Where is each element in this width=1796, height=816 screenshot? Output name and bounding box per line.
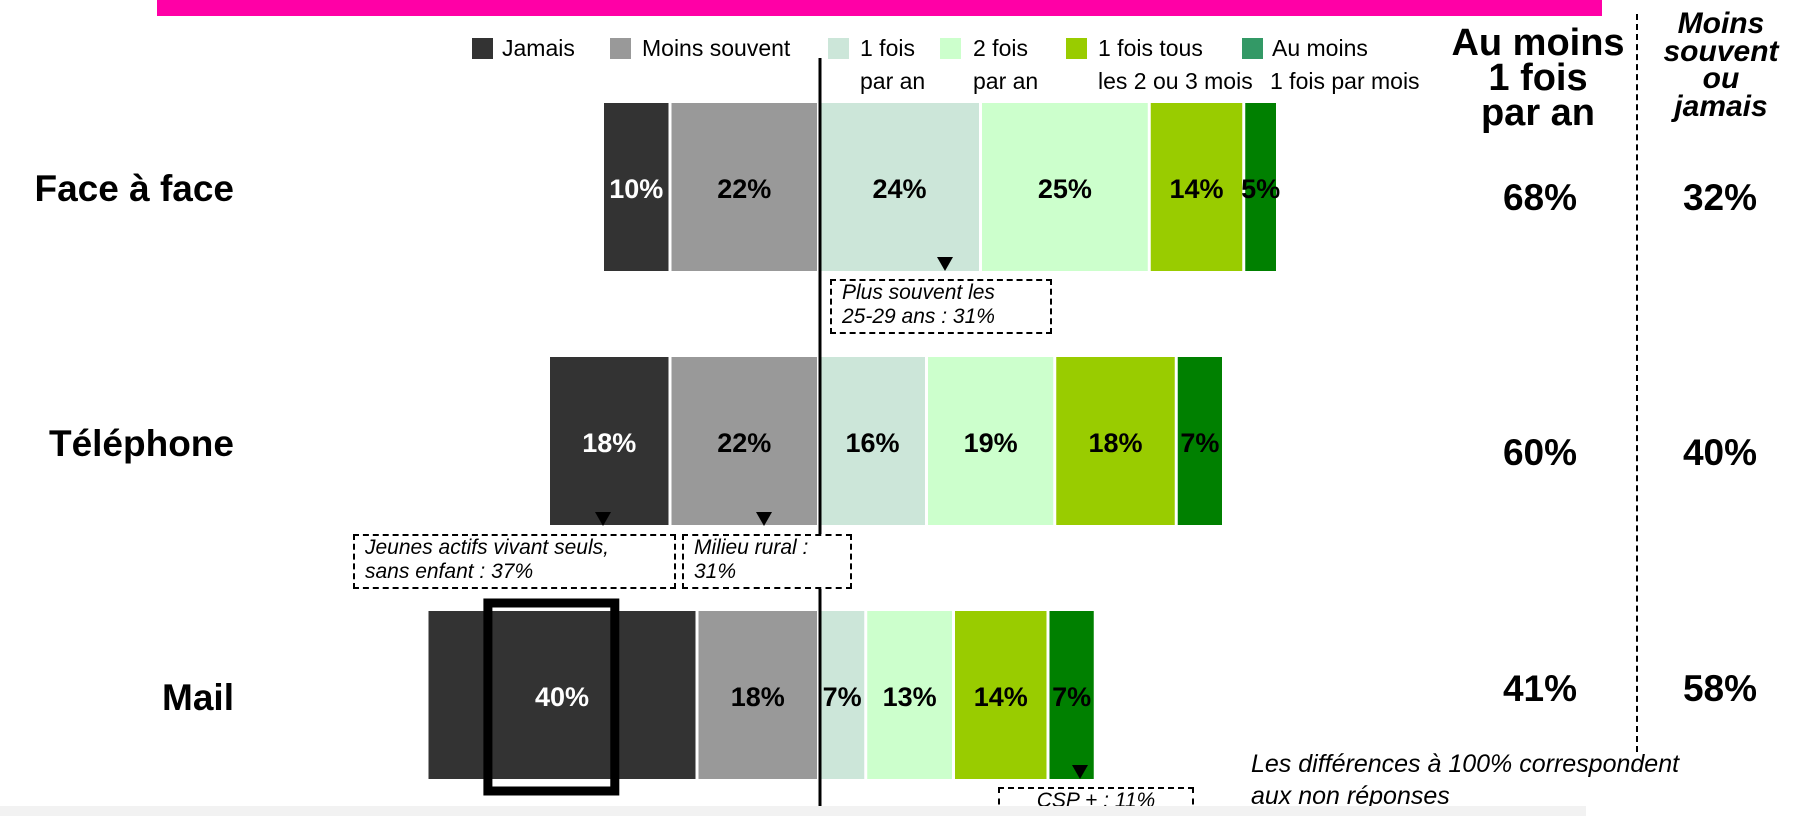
title-banner	[157, 0, 1602, 16]
summary-less-often-mail: 58%	[1682, 668, 1758, 709]
data-label-mail-moins-souvent: 18%	[731, 682, 785, 712]
data-label-mail-jamais: 40%	[535, 682, 589, 712]
data-label-face-a-face-1-fois-tous-les-2-ou-3-mois: 14%	[1169, 174, 1223, 204]
data-label-face-a-face-moins-souvent: 22%	[717, 174, 771, 204]
column-header-at-least-once-a-year: Au moins 1 fois par an	[1451, 22, 1625, 134]
column-header-less-often-or-never: Moins souvent ou jamais	[1663, 7, 1779, 123]
legend-swatch-au-moins-1-fois-par-mois	[1242, 38, 1263, 59]
bar-telephone-1-fois-par-an	[820, 357, 925, 525]
bar-mail-jamais	[428, 611, 696, 779]
annotation-face-a-face: Plus souvent les 25-29 ans : 31%	[830, 279, 1052, 334]
data-label-face-a-face-2-fois-par-an: 25%	[1038, 174, 1092, 204]
bar-telephone-2-fois-par-an	[928, 357, 1054, 525]
highlight-box	[483, 598, 620, 796]
bar-face-a-face-1-fois-par-an	[820, 103, 979, 271]
summary-less-often-telephone: 40%	[1682, 432, 1758, 473]
data-label-telephone-1-fois-par-an: 16%	[845, 428, 899, 458]
legend-swatch-2-fois-par-an	[940, 38, 961, 59]
legend-label-1-fois-tous-les-2-ou-3-mois: 1 fois tous les 2 ou 3 mois	[1098, 35, 1253, 94]
bar-face-a-face-jamais	[604, 103, 669, 271]
legend-label-moins-souvent: Moins souvent	[642, 35, 791, 61]
bar-face-a-face-au-moins-1-fois-par-mois	[1245, 103, 1276, 271]
data-label-telephone-2-fois-par-an: 19%	[964, 428, 1018, 458]
bar-mail-1-fois-tous-les-2-ou-3-mois	[955, 611, 1047, 779]
footnote: Les différences à 100% correspondent aux…	[1251, 750, 1680, 810]
legend-label-1-fois-par-an: 1 fois par an	[860, 35, 926, 94]
legend-label-jamais: Jamais	[502, 35, 575, 61]
category-label-telephone: Téléphone	[48, 423, 234, 464]
data-label-face-a-face-au-moins-1-fois-par-mois: 5%	[1241, 174, 1280, 204]
bar-telephone-au-moins-1-fois-par-mois	[1177, 357, 1222, 525]
annotation-arrow-4	[1072, 765, 1088, 779]
legend-label-au-moins-1-fois-par-mois: Au moins 1 fois par mois	[1270, 35, 1420, 94]
data-label-mail-1-fois-par-an: 7%	[823, 682, 862, 712]
data-label-mail-2-fois-par-an: 13%	[883, 682, 937, 712]
summary-at-least-once-face-a-face: 68%	[1502, 177, 1578, 218]
data-label-telephone-au-moins-1-fois-par-mois: 7%	[1180, 428, 1219, 458]
legend-swatch-1-fois-tous-les-2-ou-3-mois	[1066, 38, 1087, 59]
summary-less-often-face-a-face: 32%	[1682, 177, 1758, 218]
category-label-face-a-face: Face à face	[34, 168, 234, 209]
bar-telephone-1-fois-tous-les-2-ou-3-mois	[1056, 357, 1175, 525]
column-divider	[1636, 14, 1638, 752]
annotation-arrow-1	[937, 257, 953, 271]
summary-at-least-once-mail: 41%	[1502, 668, 1578, 709]
legend-swatch-jamais	[472, 38, 493, 59]
data-label-telephone-jamais: 18%	[582, 428, 636, 458]
data-label-telephone-1-fois-tous-les-2-ou-3-mois: 18%	[1088, 428, 1142, 458]
annotation-arrow-3	[756, 512, 772, 526]
data-label-mail-au-moins-1-fois-par-mois: 7%	[1052, 682, 1091, 712]
data-label-mail-1-fois-tous-les-2-ou-3-mois: 14%	[974, 682, 1028, 712]
bar-face-a-face-moins-souvent	[671, 103, 817, 271]
bar-telephone-jamais	[550, 357, 669, 525]
data-label-face-a-face-jamais: 10%	[609, 174, 663, 204]
summary-at-least-once-telephone: 60%	[1502, 432, 1578, 473]
bar-mail-1-fois-par-an	[820, 611, 865, 779]
legend-swatch-1-fois-par-an	[828, 38, 849, 59]
bottom-strip	[0, 806, 1586, 816]
bar-mail-moins-souvent	[698, 611, 817, 779]
legend-label-2-fois-par-an: 2 fois par an	[973, 35, 1039, 94]
annotation-arrow-2	[595, 512, 611, 526]
bar-mail-2-fois-par-an	[867, 611, 952, 779]
bar-mail-au-moins-1-fois-par-mois	[1049, 611, 1094, 779]
data-label-face-a-face-1-fois-par-an: 24%	[872, 174, 926, 204]
data-label-telephone-moins-souvent: 22%	[717, 428, 771, 458]
annotation-telephone-moins-souvent: Milieu rural : 31%	[682, 534, 852, 589]
bar-telephone-moins-souvent	[671, 357, 817, 525]
category-label-mail: Mail	[162, 677, 234, 718]
annotation-telephone-jamais: Jeunes actifs vivant seuls, sans enfant …	[353, 534, 676, 589]
legend-swatch-moins-souvent	[610, 38, 631, 59]
bar-face-a-face-2-fois-par-an	[982, 103, 1148, 271]
bar-face-a-face-1-fois-tous-les-2-ou-3-mois	[1150, 103, 1243, 271]
